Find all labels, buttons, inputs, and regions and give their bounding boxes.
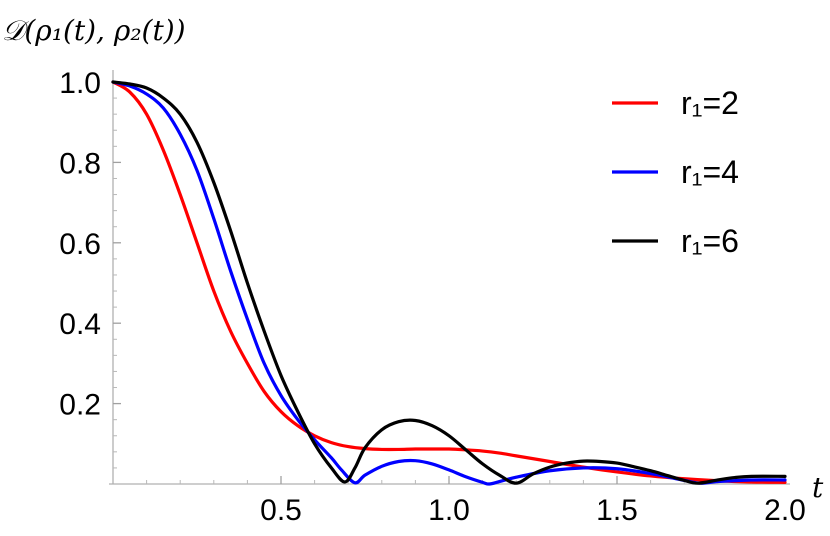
series-line-3 [111,80,787,485]
legend-item: r₁=2 [612,85,739,121]
x-tick-label: 0.5 [260,494,302,527]
x-tick-label: 1.0 [428,494,470,527]
y-tick-label: 0.4 [59,308,101,341]
legend-label: r₁=2 [681,85,739,121]
series-line-1 [111,80,787,484]
axes: 0.5 1.0 1.5 2.0 0.2 0.4 0.6 0.8 1.0 [59,67,806,527]
x-tick-label: 1.5 [596,494,638,527]
legend-label: r₁=4 [681,154,739,190]
y-tick-label: 1.0 [59,67,101,100]
y-axis-title: 𝒟(ρ₁(t), ρ₂(t)) [2,14,186,47]
y-tick-label: 0.8 [59,147,101,180]
x-axis-title: t [812,471,824,504]
x-ticks: 0.5 1.0 1.5 2.0 [146,476,806,527]
legend: r₁=2 r₁=4 r₁=6 [612,85,739,259]
legend-item: r₁=4 [612,154,739,190]
legend-label: r₁=6 [681,223,739,259]
series-line-2 [111,80,787,486]
series-layer [111,80,787,486]
y-tick-label: 0.2 [59,389,101,422]
x-tick-label: 2.0 [764,494,806,527]
y-tick-label: 0.6 [59,228,101,261]
y-ticks: 0.2 0.4 0.6 0.8 1.0 [59,67,121,469]
legend-item: r₁=6 [612,223,739,259]
